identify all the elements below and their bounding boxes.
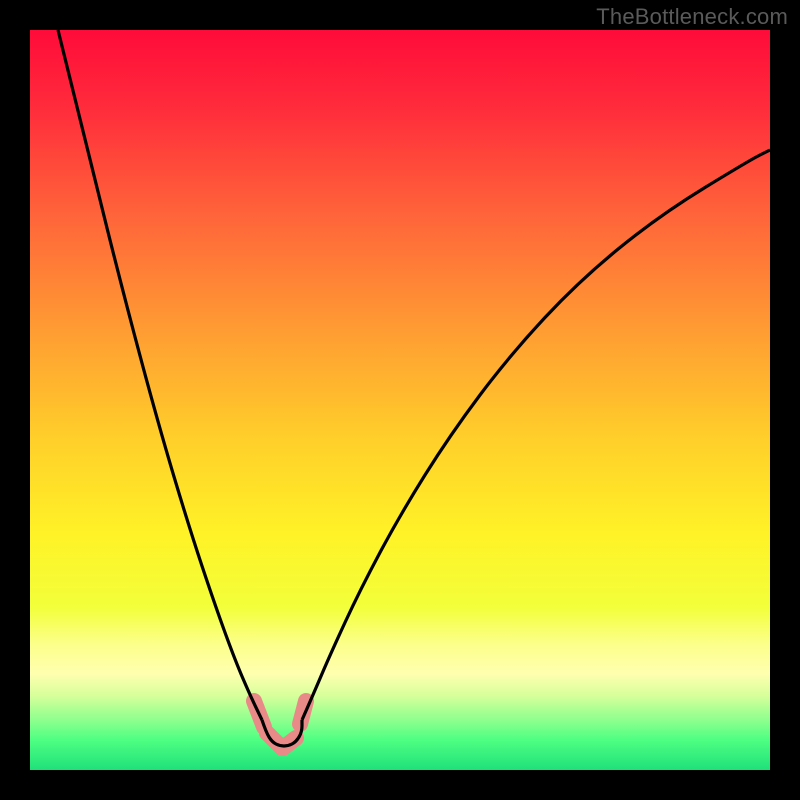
chart-frame: TheBottleneck.com <box>0 0 800 800</box>
curve-markers <box>254 701 306 748</box>
watermark-text: TheBottleneck.com <box>596 4 788 30</box>
plot-area <box>30 30 770 770</box>
curve-right-branch <box>302 150 770 720</box>
curve-layer <box>30 30 770 770</box>
curve-left-branch <box>58 30 262 720</box>
